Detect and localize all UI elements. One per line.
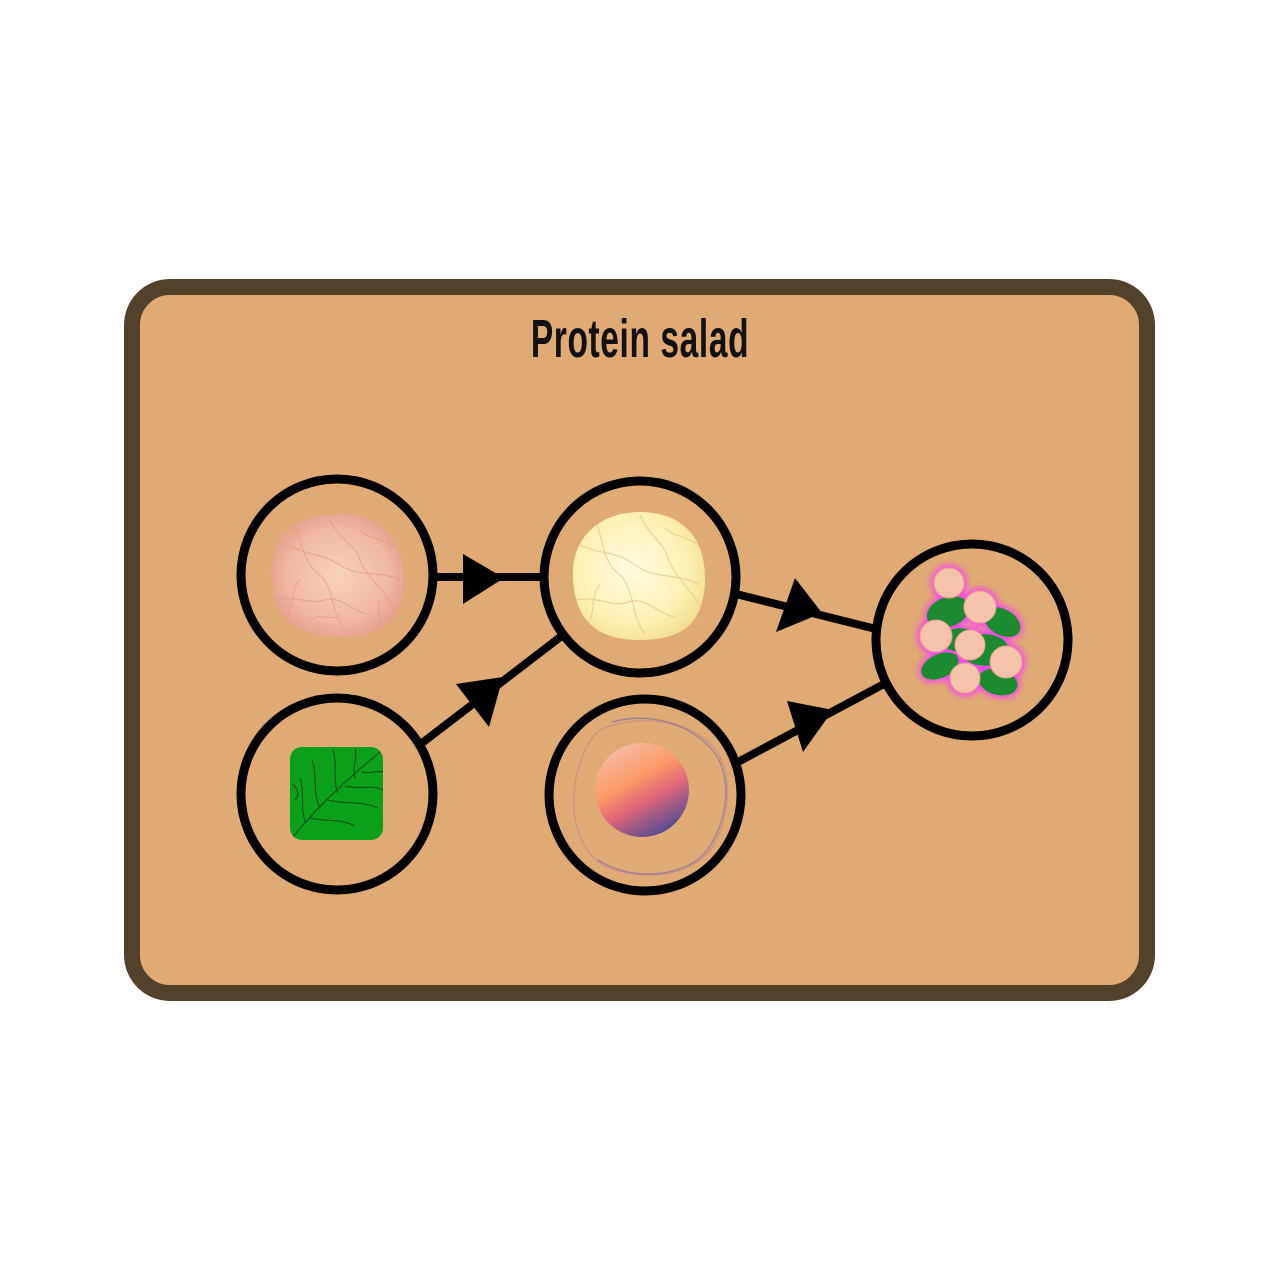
node-lettuce xyxy=(236,693,438,895)
cooked-chicken-icon xyxy=(572,512,706,640)
edge-lettuce-to-cooked-chicken xyxy=(419,631,566,747)
arrowhead-icon xyxy=(456,677,503,727)
node-protein-salad xyxy=(871,539,1073,741)
edge-egg-to-protein-salad xyxy=(736,680,886,766)
arrowhead-icon xyxy=(463,554,504,604)
raw-chicken-icon xyxy=(271,513,405,637)
diagram-title: Protein salad xyxy=(530,309,750,369)
egg-icon xyxy=(573,717,729,876)
edge-cooked-chicken-to-protein-salad xyxy=(735,578,877,633)
node-raw-chicken xyxy=(236,474,438,676)
node-cooked-chicken xyxy=(539,476,741,678)
protein-salad-icon xyxy=(919,567,1023,696)
arrowhead-icon xyxy=(776,578,822,632)
edge-raw-chicken-to-cooked-chicken xyxy=(436,554,543,604)
arrowhead-icon xyxy=(787,701,833,752)
lettuce-icon xyxy=(290,747,383,840)
node-egg xyxy=(544,694,746,896)
